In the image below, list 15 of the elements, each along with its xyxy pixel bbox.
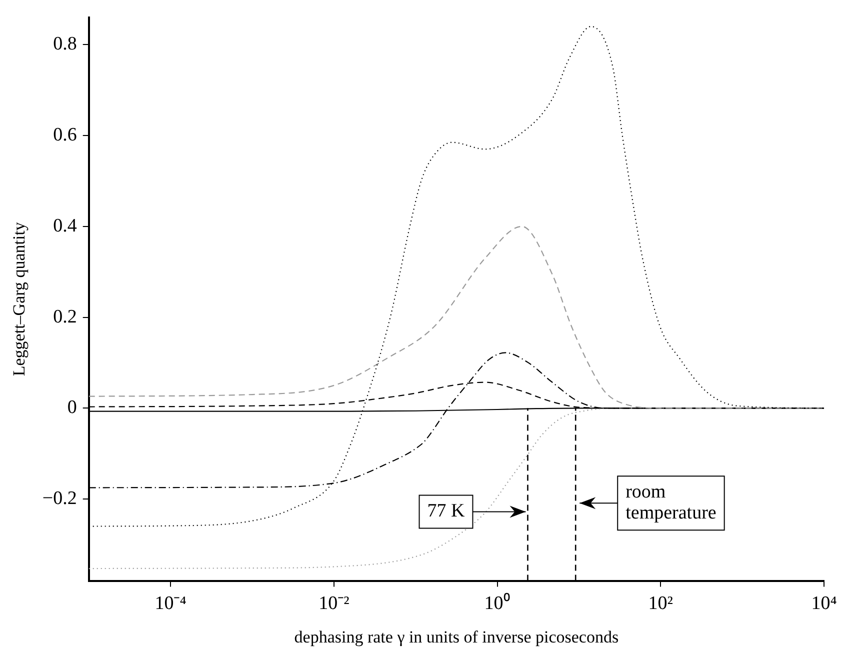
x-tick-label: 10⁻²: [318, 593, 350, 614]
x-tick-label: 10⁰: [484, 592, 510, 614]
y-axis-title: Leggett–Garg quantity: [10, 222, 29, 376]
y-tick-label: 0: [67, 397, 77, 418]
x-axis-title: dephasing rate γ in units of inverse picoseconds: [294, 627, 619, 646]
x-tick-label: 10⁴: [811, 593, 838, 614]
y-tick-label: 0.2: [53, 306, 77, 328]
x-tick-label: 10²: [648, 593, 674, 614]
ref-line-label: 77 K: [427, 500, 466, 522]
y-tick-label: −0.2: [42, 488, 77, 509]
y-tick-label: 0.4: [53, 215, 78, 236]
ref-line-label: room temperature: [626, 482, 716, 524]
y-tick-label: 0.8: [53, 34, 77, 55]
y-tick-label: 0.6: [53, 124, 77, 146]
x-tick-label: 10⁻⁴: [154, 593, 187, 614]
